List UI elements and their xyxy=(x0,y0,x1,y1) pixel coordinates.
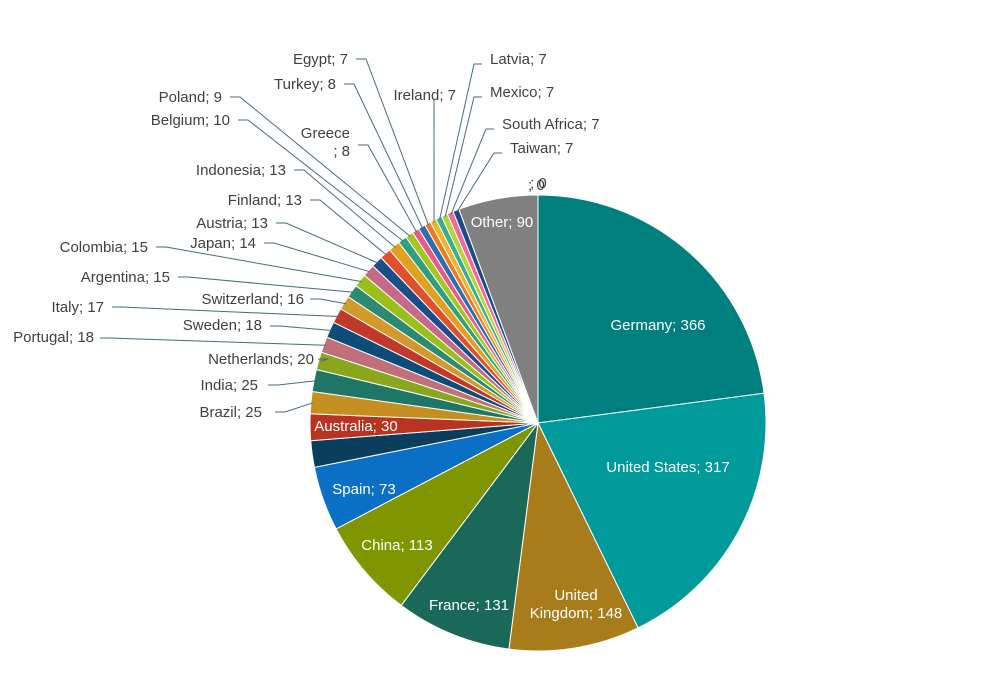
slice-label: Japan; 14 xyxy=(190,235,256,252)
slice-label: Taiwan; 7 xyxy=(510,140,573,157)
slice-label: Mexico; 7 xyxy=(490,84,554,101)
slice-label: Belgium; 10 xyxy=(151,112,230,129)
leader-line xyxy=(268,381,316,385)
leader-line xyxy=(310,299,346,304)
slice-label: Other; 90 xyxy=(471,214,534,231)
slice-label: Indonesia; 13 xyxy=(196,162,286,179)
leader-line xyxy=(270,326,332,330)
slice-label: China; 113 xyxy=(361,537,432,554)
slice-label: Brazil; 25 xyxy=(199,404,262,421)
slice-label: Germany; 366 xyxy=(610,317,705,334)
slice-label: Egypt; 7 xyxy=(293,51,348,68)
pie-slice-germany xyxy=(538,195,764,423)
leader-line xyxy=(156,247,362,282)
slice-label: Latvia; 7 xyxy=(490,51,547,68)
slice-label: Netherlands; 20 xyxy=(208,351,314,368)
slice-label: ; 0 xyxy=(530,175,547,192)
slice-label: Greece; 8 xyxy=(301,125,350,160)
leader-line xyxy=(178,277,354,292)
leader-line xyxy=(445,97,482,217)
leader-line xyxy=(276,223,378,263)
slice-label: Finland; 13 xyxy=(228,192,302,209)
slice-label: United States; 317 xyxy=(606,459,729,476)
slice-label: Switzerland; 16 xyxy=(201,291,304,308)
leader-line xyxy=(358,145,417,232)
slice-label: Italy; 17 xyxy=(51,299,104,316)
leader-line xyxy=(112,307,339,316)
slice-label: Argentina; 15 xyxy=(81,269,170,286)
slice-label: Portugal; 18 xyxy=(13,329,94,346)
slice-label: France; 131 xyxy=(429,597,509,614)
slice-label: Colombia; 15 xyxy=(60,239,148,256)
slice-label: India; 25 xyxy=(200,377,258,394)
leader-line xyxy=(100,338,326,345)
slice-label: Turkey; 8 xyxy=(274,76,336,93)
slice-label: South Africa; 7 xyxy=(502,116,600,133)
slice-label: Austria; 13 xyxy=(196,215,268,232)
slice-label: Sweden; 18 xyxy=(183,317,262,334)
slice-label: Spain; 73 xyxy=(332,481,395,498)
slice-label: Poland; 9 xyxy=(159,89,222,106)
leader-line xyxy=(294,170,395,248)
leader-line xyxy=(275,403,313,412)
slice-label: Ireland; 7 xyxy=(393,87,456,104)
slice-label: Australia; 30 xyxy=(314,418,397,435)
